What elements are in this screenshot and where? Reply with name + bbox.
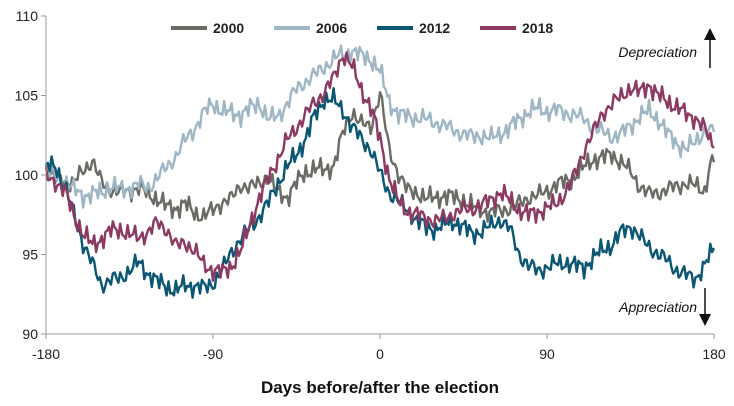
x-axis-title: Days before/after the election xyxy=(261,378,499,397)
legend-label-2012: 2012 xyxy=(419,20,450,36)
x-tick-label: -180 xyxy=(32,346,60,362)
series-line-2018 xyxy=(44,51,715,282)
series-line-2006 xyxy=(44,44,716,209)
arrow-up-head xyxy=(704,28,716,40)
axes: 90 95 100 105 110 -180 -90 0 90 180 xyxy=(15,8,726,362)
y-tick-label: 95 xyxy=(22,247,38,263)
arrow-up-icon xyxy=(704,28,716,68)
x-tick-label: 90 xyxy=(539,346,555,362)
depreciation-label: Depreciation xyxy=(618,44,697,60)
legend-label-2018: 2018 xyxy=(522,20,553,36)
appreciation-label: Appreciation xyxy=(618,299,697,315)
arrow-down-head xyxy=(699,314,711,326)
annotations: Depreciation Appreciation xyxy=(618,28,716,326)
series-layer xyxy=(44,44,716,299)
x-tick-label: 0 xyxy=(376,346,384,362)
series-line-2012 xyxy=(45,87,716,299)
y-tick-label: 110 xyxy=(16,8,39,24)
legend: 2000 2006 2012 2018 xyxy=(171,20,553,36)
x-tick-label: 180 xyxy=(702,346,726,362)
series-line-2000 xyxy=(44,91,716,223)
arrow-down-icon xyxy=(699,288,711,326)
y-tick-label: 100 xyxy=(15,167,39,183)
y-tick-label: 105 xyxy=(15,88,39,104)
legend-label-2000: 2000 xyxy=(213,20,244,36)
legend-label-2006: 2006 xyxy=(316,20,347,36)
y-tick-label: 90 xyxy=(22,326,38,342)
x-tick-label: -90 xyxy=(203,346,223,362)
